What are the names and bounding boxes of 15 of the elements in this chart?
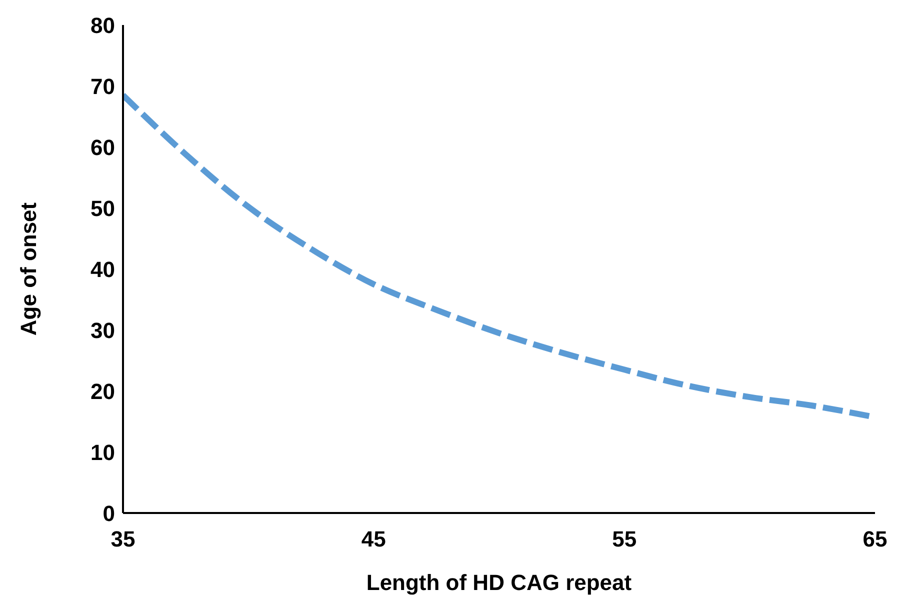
y-tick-label: 0 — [102, 500, 115, 526]
y-tick-label: 50 — [90, 196, 115, 221]
x-axis-title: Length of HD CAG repeat — [366, 570, 632, 595]
y-tick-label: 10 — [90, 440, 115, 465]
y-tick-label: 20 — [90, 378, 115, 404]
y-tick-label: 70 — [90, 74, 115, 99]
x-tick-label: 35 — [110, 526, 136, 552]
y-tick-label: 40 — [90, 256, 115, 282]
y-axis-title: Age of onset — [16, 202, 41, 336]
y-tick-label: 30 — [90, 318, 115, 343]
x-tick-label: 55 — [612, 526, 637, 552]
y-tick-label: 60 — [90, 134, 115, 160]
x-tick-label: 65 — [862, 526, 888, 552]
x-tick-label: 45 — [361, 526, 386, 552]
y-tick-label: 80 — [90, 12, 115, 38]
